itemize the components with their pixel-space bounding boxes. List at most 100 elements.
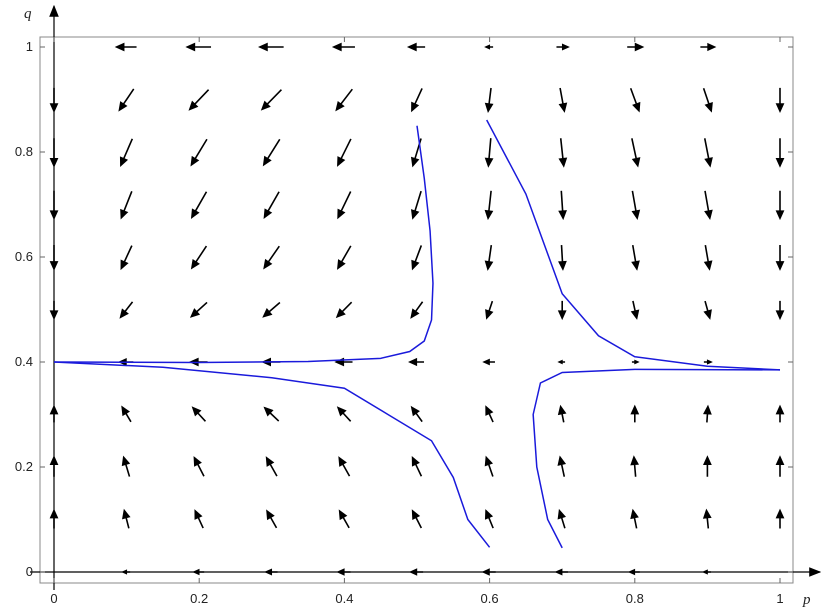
vector-arrow — [337, 191, 352, 220]
vector-arrow — [266, 509, 278, 529]
vector-arrow — [631, 138, 641, 168]
vector-arrow — [114, 42, 137, 52]
vector-arrow — [630, 300, 640, 320]
vector-arrow — [775, 300, 785, 321]
vector-arrow — [194, 509, 204, 529]
vector-arrow — [775, 508, 785, 529]
vector-arrow — [411, 509, 423, 529]
x-axis-label: p — [802, 592, 811, 608]
vector-arrow — [331, 42, 355, 52]
vector-arrow — [190, 245, 208, 270]
vector-arrow — [703, 300, 712, 320]
vector-arrow — [485, 405, 494, 423]
vector-arrow — [701, 569, 711, 575]
vector-arrow — [775, 138, 785, 168]
vector-arrow — [704, 190, 713, 221]
vector-arrow — [484, 190, 494, 221]
vector-arrow — [558, 245, 567, 271]
trajectory — [53, 125, 434, 364]
vector-arrow — [484, 244, 494, 271]
vector-arrow — [557, 404, 567, 423]
vector-arrow — [336, 406, 352, 422]
x-tick-label: 0.6 — [481, 591, 499, 606]
vector-arrow — [703, 359, 713, 365]
vector-arrow — [702, 87, 713, 113]
vector-arrow — [49, 455, 59, 477]
vector-arrow — [702, 508, 712, 529]
vector-arrow — [631, 244, 640, 271]
vector-arrow — [263, 245, 280, 270]
trajectory — [532, 368, 781, 549]
vector-arrow — [558, 87, 568, 113]
vector-arrow — [629, 88, 641, 113]
vector-arrow — [481, 568, 496, 576]
vector-arrow — [189, 301, 208, 318]
vector-arrow — [557, 508, 566, 529]
vector-arrow — [192, 568, 205, 576]
vector-arrow — [703, 455, 712, 477]
vector-arrow — [775, 245, 785, 271]
vector-arrow — [338, 509, 350, 529]
x-tick-label: 0.4 — [335, 591, 353, 606]
vector-arrow — [410, 190, 422, 220]
x-tick-label: 1 — [776, 591, 783, 606]
vector-arrow — [627, 568, 640, 576]
vector-arrow — [338, 456, 351, 477]
vector-arrow — [484, 509, 494, 529]
vector-arrow — [485, 300, 494, 320]
vector-arrow — [120, 245, 133, 271]
y-tick-label: 0.4 — [15, 354, 33, 369]
plot-frame — [39, 36, 794, 584]
trajectory — [486, 119, 781, 371]
vector-arrow — [631, 359, 640, 365]
y-tick-label: 0.2 — [15, 459, 33, 474]
vector-arrow — [700, 42, 717, 52]
vector-arrow — [118, 88, 135, 112]
vector-arrow — [408, 568, 424, 576]
vector-arrow — [337, 138, 352, 167]
y-tick-label: 0.8 — [15, 144, 33, 159]
vector-arrow — [411, 455, 423, 477]
x-tick-label: 0 — [50, 591, 57, 606]
vector-arrow — [335, 301, 353, 319]
vector-arrow — [703, 138, 713, 168]
vector-arrow — [557, 300, 567, 321]
vector-arrow — [121, 569, 131, 575]
vector-arrow — [337, 245, 352, 270]
vector-arrow — [335, 88, 353, 112]
y-tick-label: 0.6 — [15, 249, 33, 264]
vector-arrow — [49, 138, 59, 168]
vector-arrow — [408, 357, 425, 367]
vector-arrow — [193, 456, 205, 477]
vector-arrow — [264, 568, 278, 576]
vector-arrow — [49, 190, 59, 221]
vector-arrow — [406, 42, 426, 52]
vector-arrow — [410, 138, 422, 168]
vector-arrow — [627, 42, 645, 52]
y-tick-label: 0 — [26, 564, 33, 579]
vector-arrow — [410, 405, 423, 423]
vector-arrow — [484, 87, 494, 113]
vector-arrow — [775, 87, 785, 114]
vector-arrow — [775, 455, 785, 477]
vector-arrow — [190, 138, 208, 167]
vector-arrow — [556, 43, 570, 51]
y-tick-label: 1 — [26, 39, 33, 54]
vector-arrow — [262, 138, 281, 167]
x-tick-label: 0.2 — [190, 591, 208, 606]
vector-arrow — [482, 358, 495, 366]
vector-arrow — [262, 301, 281, 318]
vector-arrow — [411, 88, 423, 113]
vector-arrow — [557, 359, 566, 365]
vector-arrow — [336, 568, 351, 576]
vector-arrow — [558, 138, 568, 168]
vector-arrow — [49, 404, 59, 423]
vector-arrow — [49, 87, 59, 114]
vector-arrow — [121, 405, 132, 423]
vector-arrow — [263, 191, 280, 219]
vector-arrow — [410, 301, 424, 319]
trajectory — [53, 361, 491, 548]
vector-arrow — [119, 301, 134, 319]
vector-arrow — [185, 42, 212, 52]
